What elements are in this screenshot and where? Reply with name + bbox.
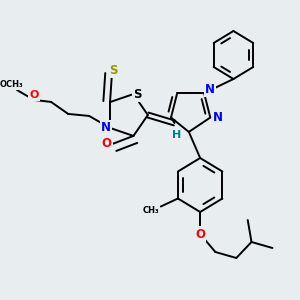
Text: N: N bbox=[101, 122, 111, 134]
Text: O: O bbox=[195, 227, 205, 241]
Text: H: H bbox=[172, 130, 181, 140]
Text: N: N bbox=[213, 111, 223, 124]
Text: N: N bbox=[205, 82, 215, 96]
Text: S: S bbox=[133, 88, 142, 100]
Text: CH₃: CH₃ bbox=[143, 206, 160, 215]
Text: S: S bbox=[110, 64, 118, 76]
Text: OCH₃: OCH₃ bbox=[0, 80, 23, 89]
Text: O: O bbox=[29, 90, 39, 100]
Text: O: O bbox=[102, 137, 112, 150]
